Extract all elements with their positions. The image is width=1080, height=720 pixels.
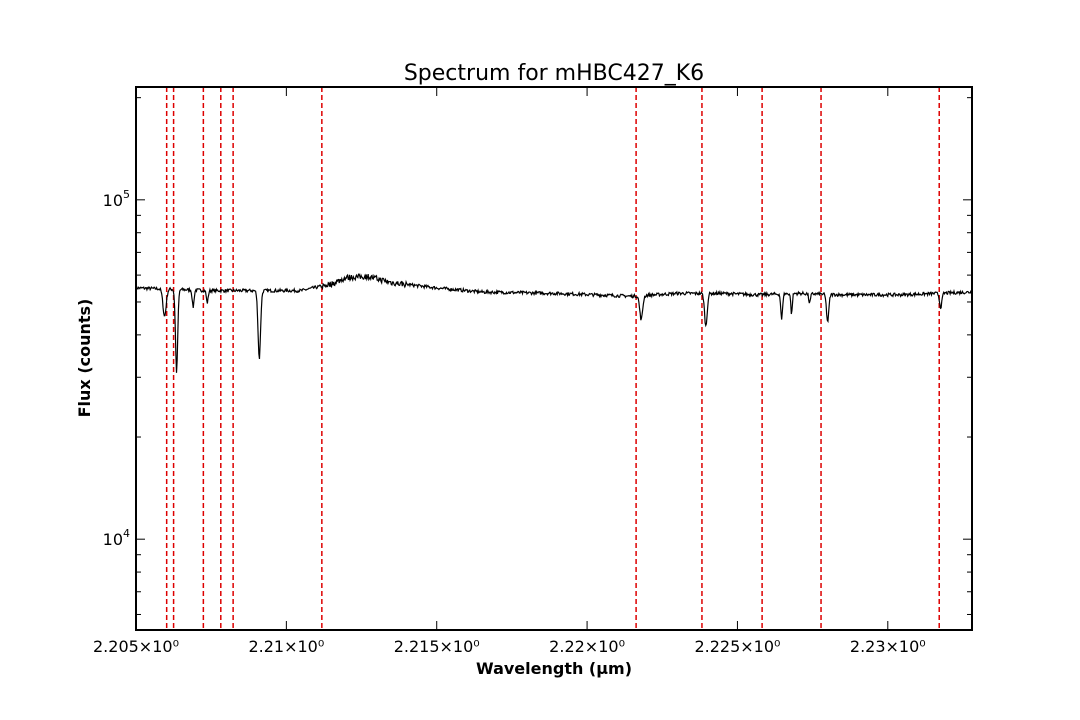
x-tick-label: 2.225×10⁰ <box>694 637 780 656</box>
y-tick-label: 104 <box>103 527 130 549</box>
plot-frame <box>135 86 973 631</box>
chart-title: Spectrum for mHBC427_K6 <box>404 61 704 86</box>
reference-lines <box>165 87 940 630</box>
y-tick-label: 105 <box>103 188 130 210</box>
x-tick-label: 2.215×10⁰ <box>394 637 480 656</box>
x-tick-label: 2.22×10⁰ <box>549 637 625 656</box>
x-tick-label: 2.23×10⁰ <box>850 637 926 656</box>
y-axis-label: Flux (counts) <box>75 299 94 418</box>
x-axis-label: Wavelength (μm) <box>476 659 632 678</box>
x-tick-label: 2.21×10⁰ <box>248 637 324 656</box>
spectrum-series-line <box>135 273 973 373</box>
x-axis-ticks: 2.205×10⁰ 2.21×10⁰ 2.215×10⁰ 2.22×10⁰ 2.225×… <box>93 87 926 656</box>
x-tick-label: 2.205×10⁰ <box>93 637 179 656</box>
